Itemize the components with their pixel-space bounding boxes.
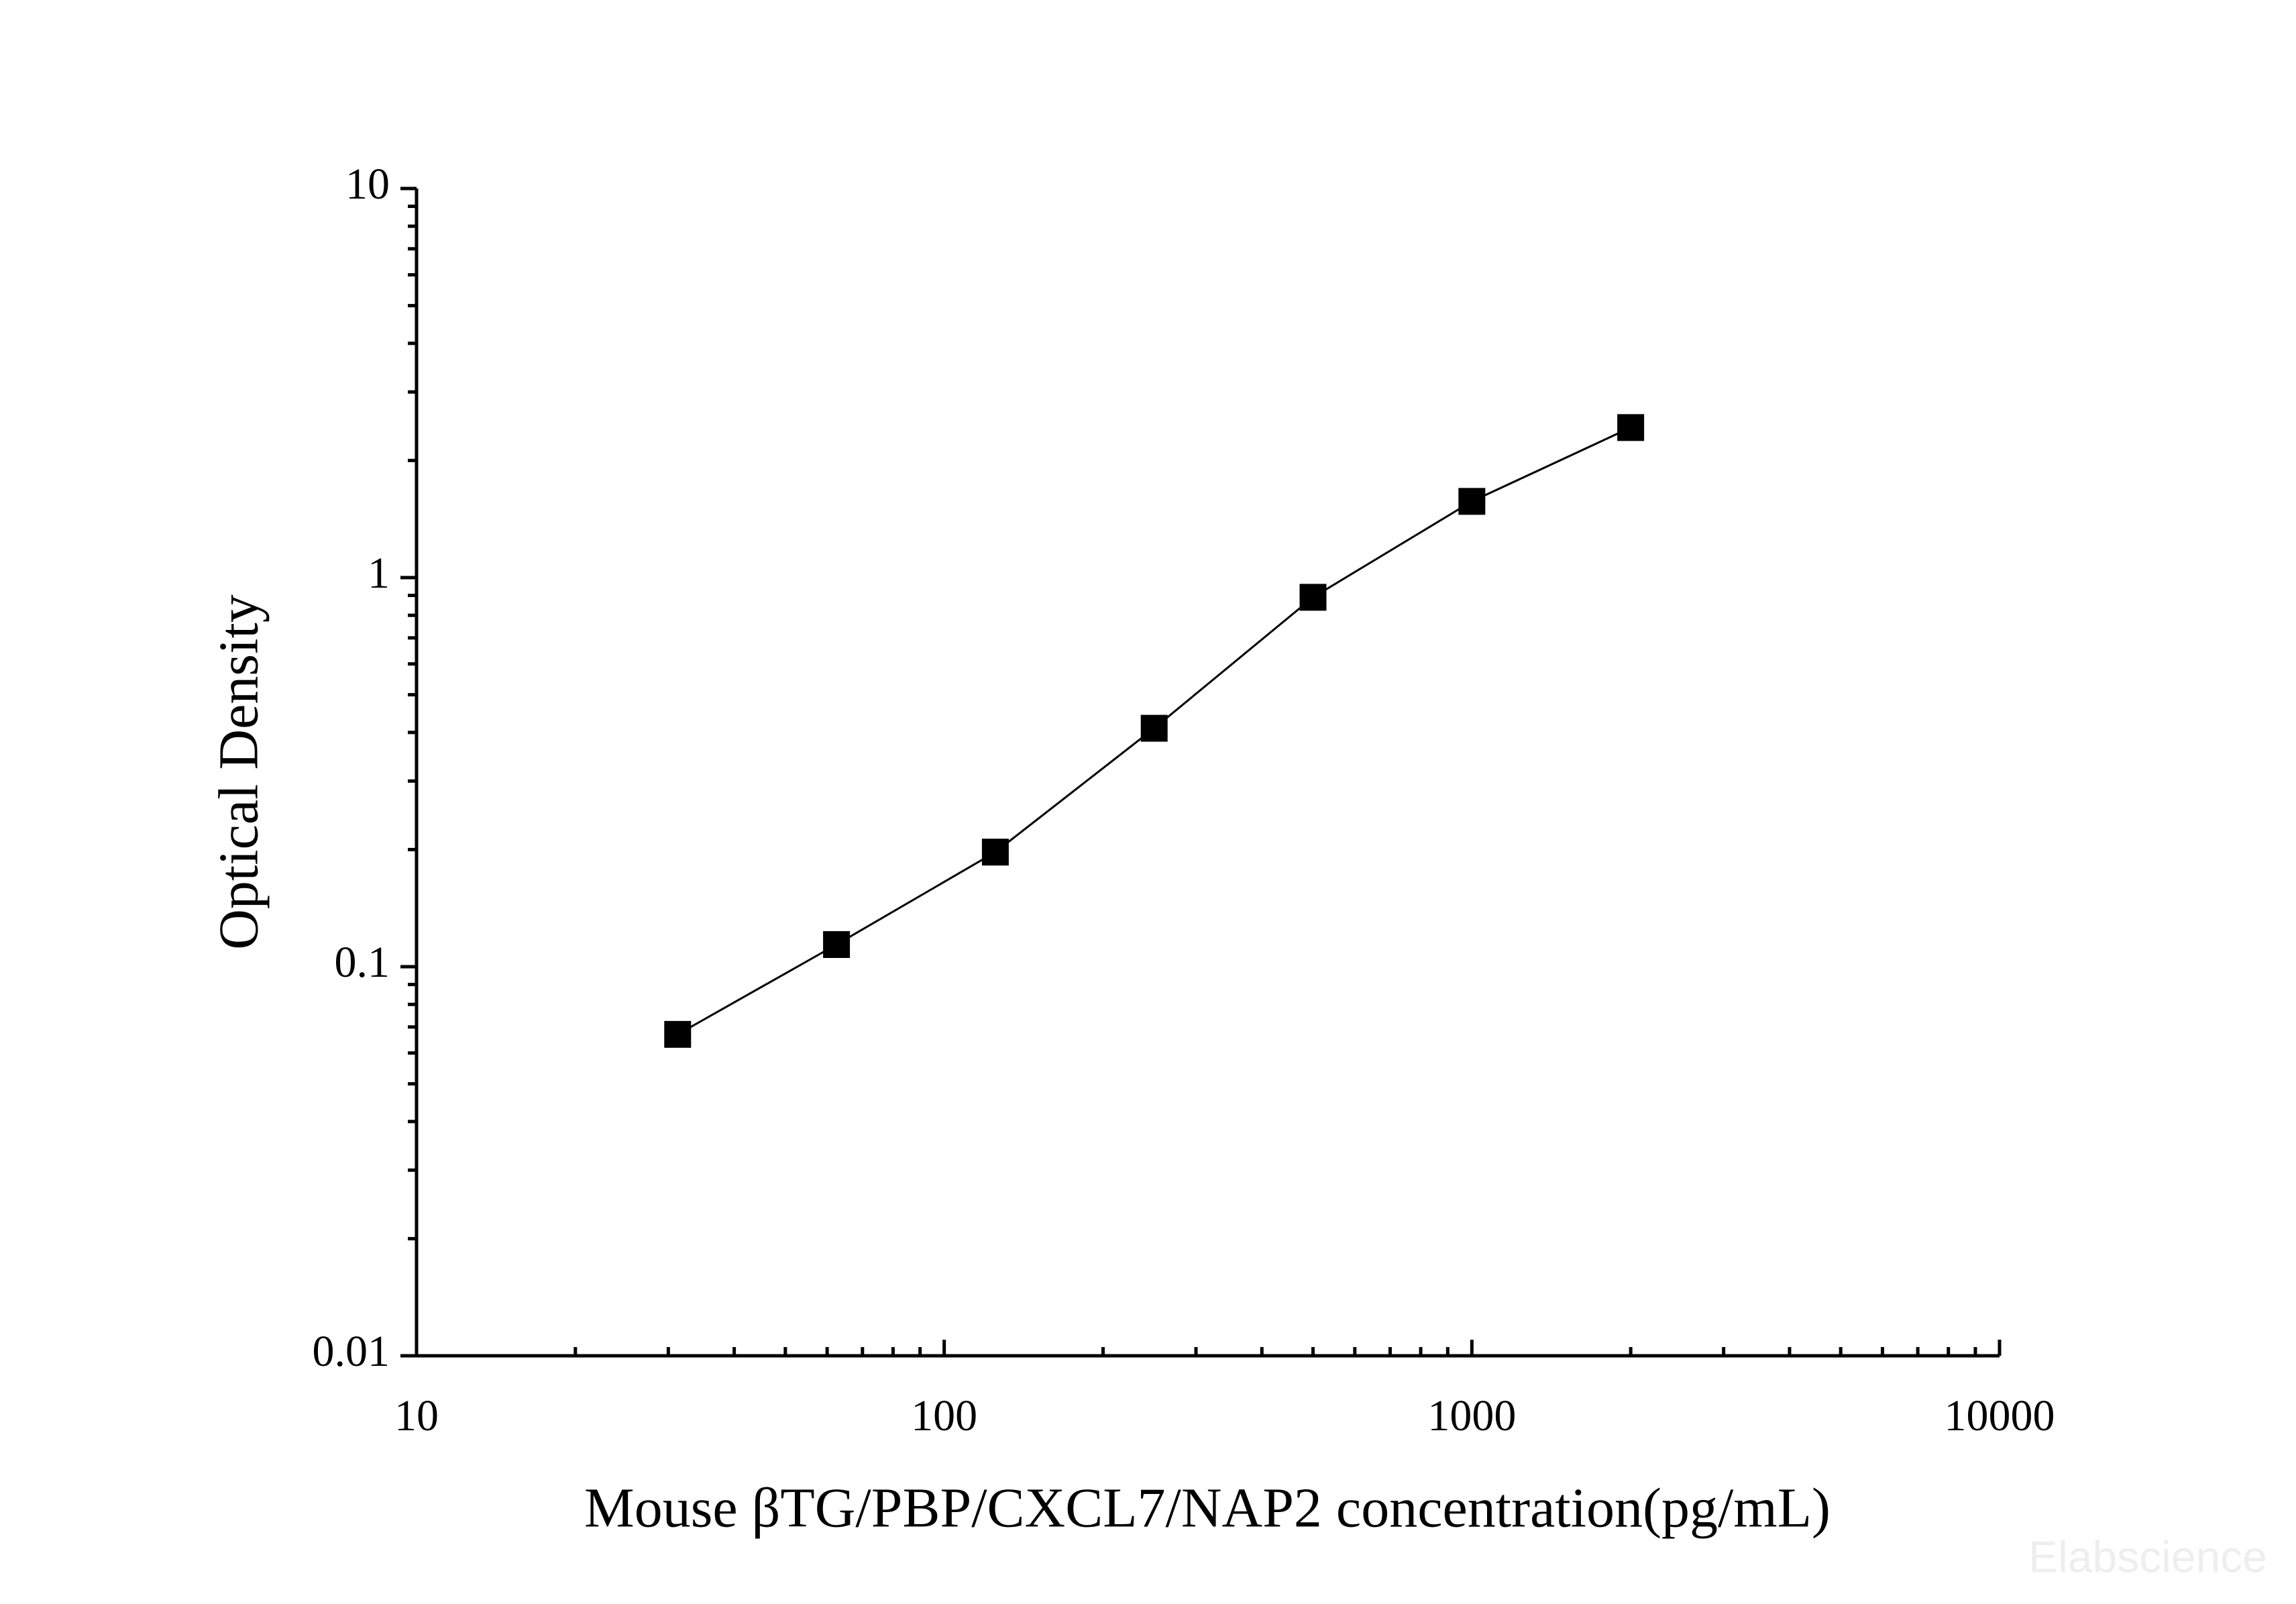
- y-tick-label: 0.01: [313, 1327, 390, 1376]
- data-point: [823, 930, 851, 958]
- x-tick-label: 1000: [1427, 1391, 1516, 1440]
- watermark: Elabscience: [2028, 1532, 2267, 1581]
- data-point: [664, 1020, 692, 1048]
- y-tick-label: 1: [368, 549, 390, 598]
- x-tick-label: 100: [911, 1391, 977, 1440]
- x-tick-label: 10000: [1945, 1391, 2055, 1440]
- x-axis-title: Mouse βTG/PBP/CXCL7/NAP2 concentration(p…: [584, 1477, 1830, 1539]
- data-point: [1458, 488, 1486, 515]
- data-point: [1140, 714, 1168, 742]
- data-point: [1299, 584, 1327, 611]
- y-tick-label: 10: [345, 160, 390, 209]
- data-point: [981, 839, 1009, 866]
- x-tick-label: 10: [394, 1391, 439, 1440]
- y-tick-label: 0.1: [335, 938, 390, 987]
- y-axis-title: Optical Density: [207, 594, 270, 950]
- data-point: [1617, 414, 1645, 441]
